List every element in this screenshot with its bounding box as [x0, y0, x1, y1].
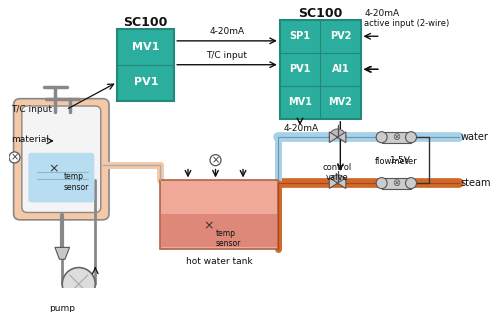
Text: MV1: MV1 — [288, 97, 312, 107]
Text: temp
sensor: temp sensor — [64, 172, 90, 192]
Bar — [280, 20, 360, 119]
Text: hot water tank: hot water tank — [186, 256, 252, 266]
Circle shape — [9, 152, 20, 163]
Bar — [162, 214, 277, 247]
Text: active input (2-wire): active input (2-wire) — [364, 19, 450, 28]
Circle shape — [336, 182, 339, 184]
Text: 4-20mA: 4-20mA — [210, 27, 244, 36]
Text: 1-5V: 1-5V — [390, 156, 410, 165]
Circle shape — [376, 178, 387, 189]
Text: PV2: PV2 — [330, 31, 351, 41]
Polygon shape — [330, 132, 338, 143]
Bar — [160, 180, 278, 249]
Text: 4-20mA: 4-20mA — [284, 124, 318, 133]
Text: ⊗: ⊗ — [392, 178, 400, 188]
Text: ×: × — [203, 220, 213, 233]
Text: T/C input: T/C input — [206, 51, 248, 60]
Text: MV2: MV2 — [328, 97, 352, 107]
Text: SP1: SP1 — [290, 31, 310, 41]
Circle shape — [62, 268, 96, 300]
Circle shape — [406, 132, 416, 143]
Text: T/C input: T/C input — [11, 105, 52, 114]
Bar — [382, 132, 411, 143]
Wedge shape — [330, 175, 346, 183]
Text: SC100: SC100 — [124, 16, 168, 29]
Text: SC100: SC100 — [298, 7, 343, 20]
Text: control
valve: control valve — [323, 163, 352, 182]
Wedge shape — [330, 129, 346, 137]
Text: temp
sensor: temp sensor — [216, 229, 241, 248]
Text: material: material — [11, 134, 49, 144]
Polygon shape — [55, 247, 70, 259]
Text: PV1: PV1 — [134, 77, 158, 87]
Text: 4-20mA: 4-20mA — [364, 9, 400, 18]
Text: ⊗: ⊗ — [392, 132, 400, 142]
Circle shape — [336, 136, 339, 139]
Text: ×: × — [10, 153, 18, 163]
Text: AI1: AI1 — [332, 64, 349, 74]
Circle shape — [210, 155, 221, 166]
Bar — [118, 29, 174, 100]
Polygon shape — [338, 178, 346, 188]
Text: steam: steam — [460, 178, 491, 188]
Text: pump: pump — [49, 304, 75, 312]
Text: ×: × — [48, 163, 58, 176]
FancyBboxPatch shape — [14, 99, 109, 220]
FancyBboxPatch shape — [28, 153, 94, 202]
Text: PV1: PV1 — [290, 64, 310, 74]
Circle shape — [376, 132, 387, 143]
Text: water: water — [460, 132, 488, 142]
Polygon shape — [330, 178, 338, 188]
Text: ×: × — [212, 155, 220, 165]
Bar — [382, 178, 411, 189]
FancyBboxPatch shape — [22, 106, 101, 212]
Text: flowmeter: flowmeter — [375, 158, 418, 166]
Circle shape — [406, 178, 416, 189]
Polygon shape — [338, 132, 346, 143]
Text: MV1: MV1 — [132, 42, 160, 52]
